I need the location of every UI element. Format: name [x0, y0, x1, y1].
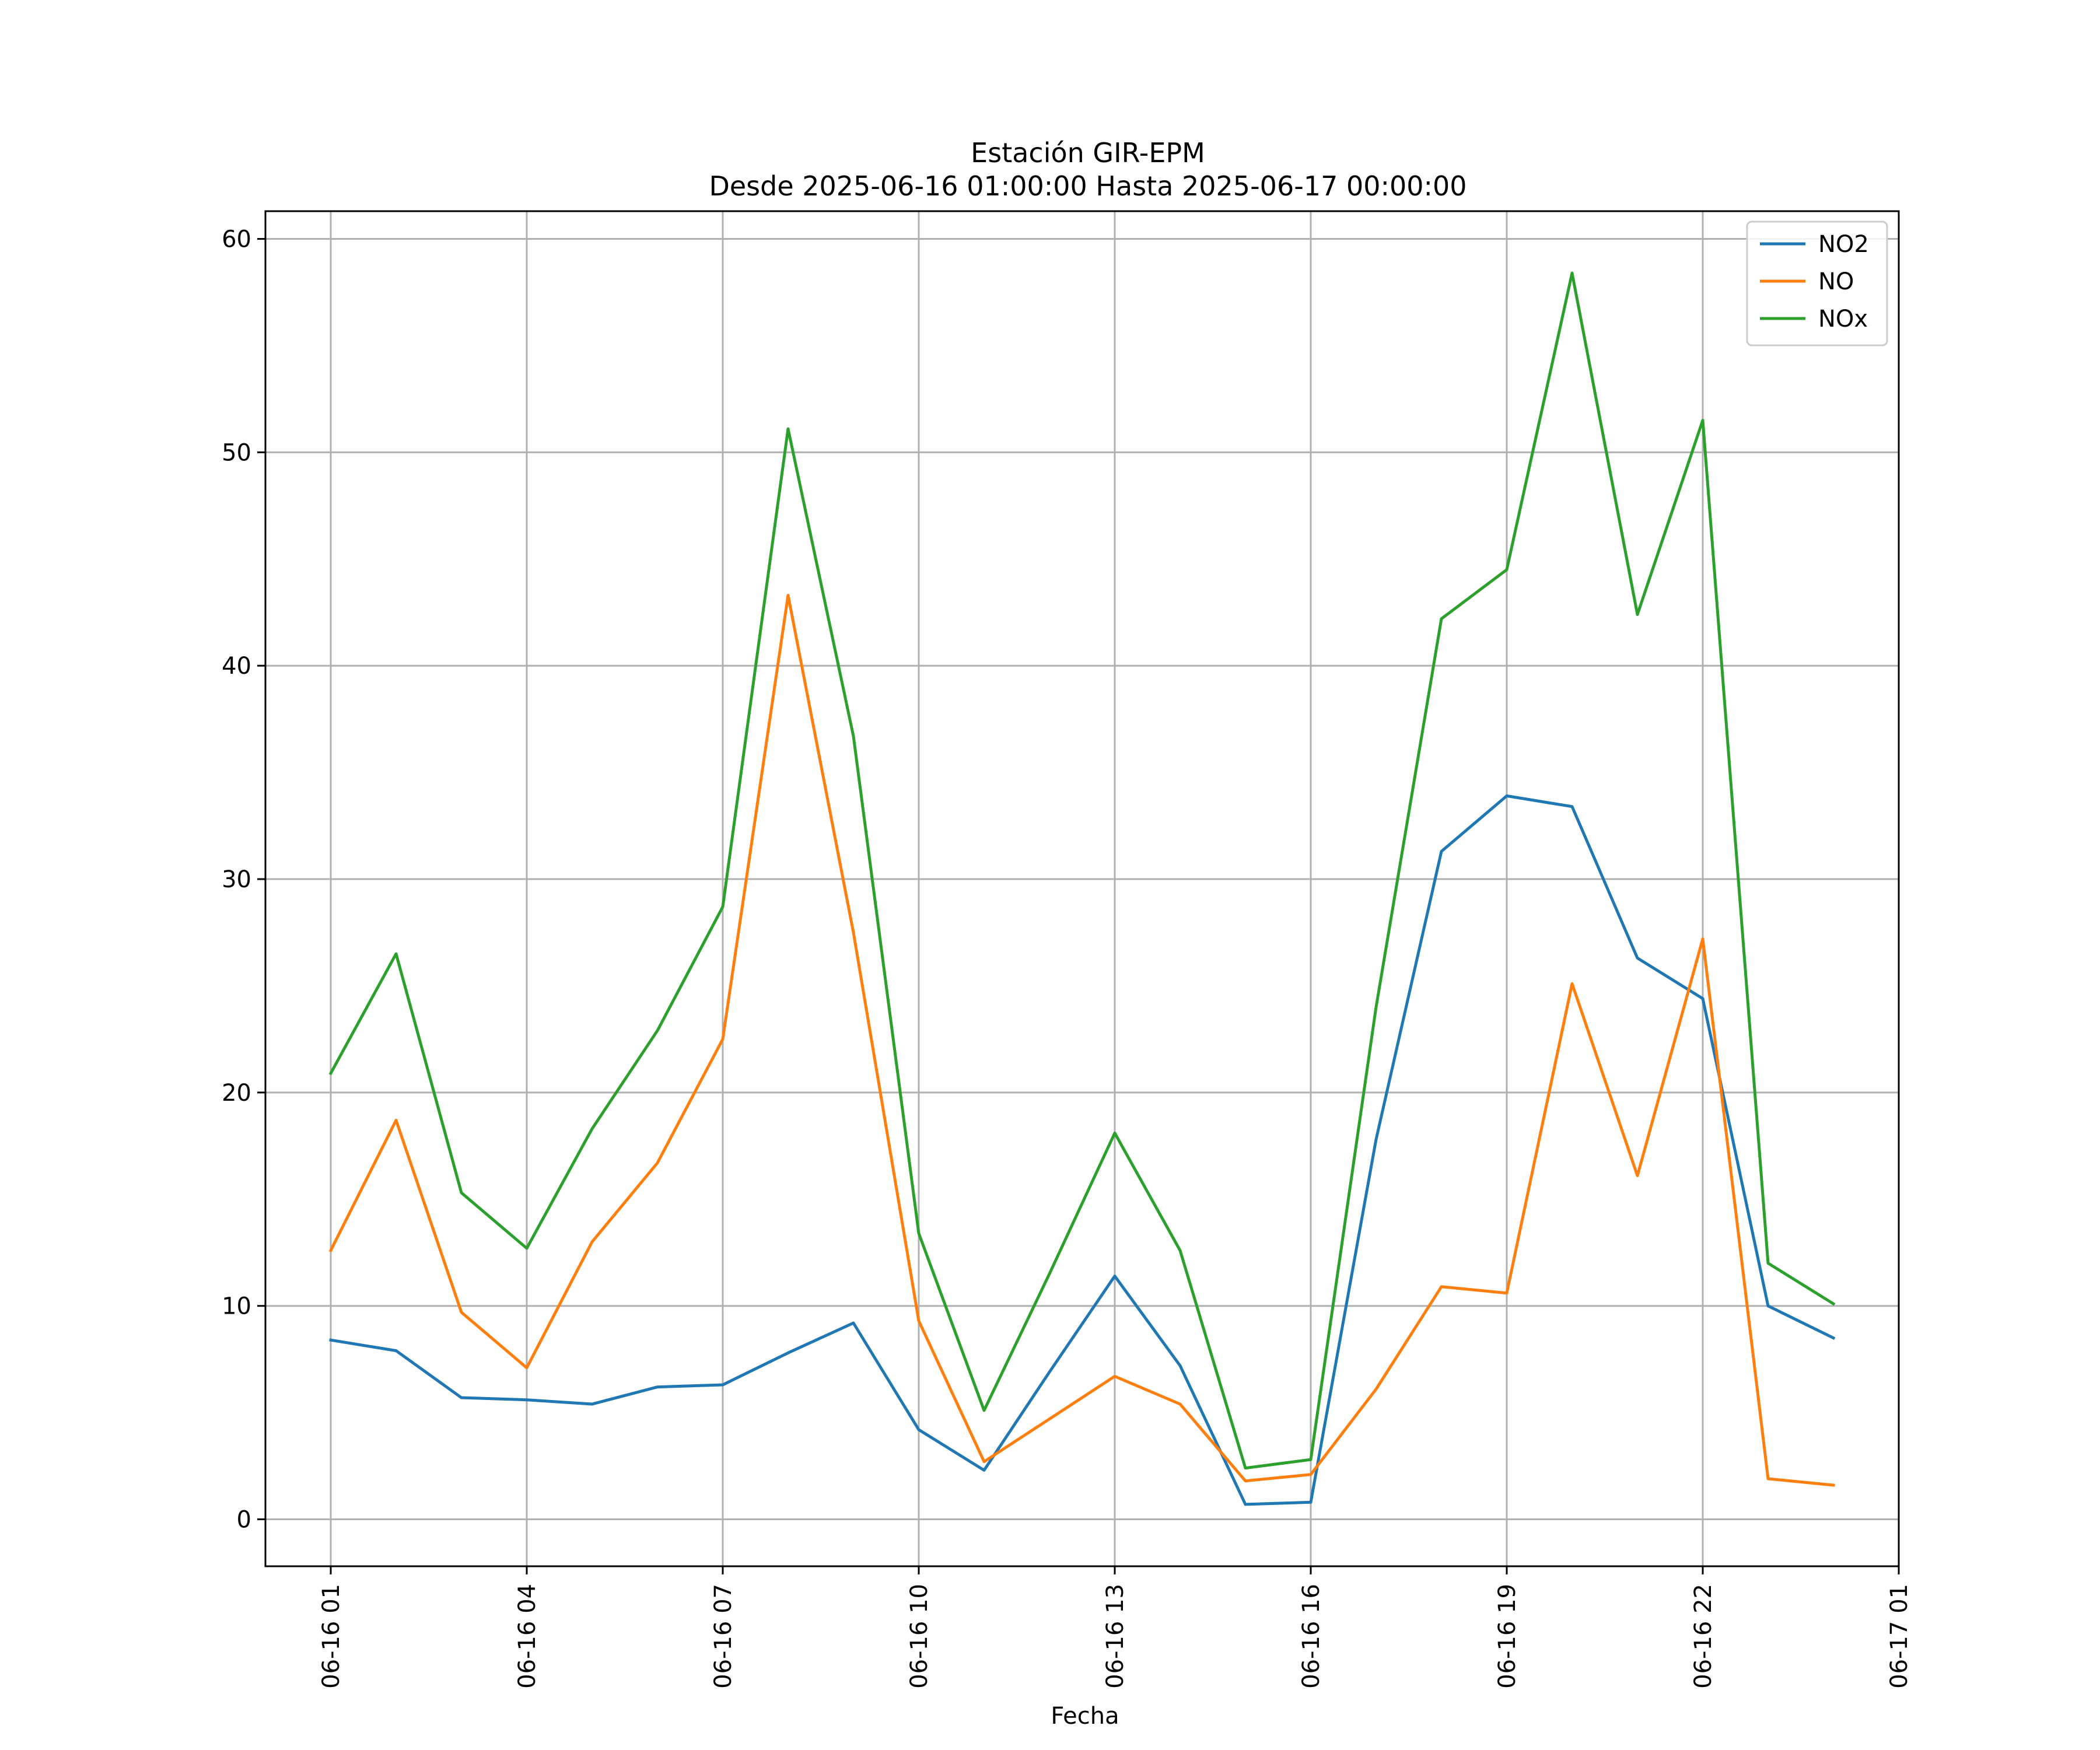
- x-tick-label: 06-17 01: [1886, 1584, 1913, 1689]
- y-tick-label: 0: [237, 1507, 251, 1534]
- legend-label: NO: [1818, 268, 1854, 295]
- legend-label: NOx: [1818, 306, 1868, 332]
- legend: NO2 NO NOx: [1746, 220, 1888, 346]
- series-line-nox: [328, 271, 1836, 1470]
- y-tick-label: 30: [222, 866, 251, 893]
- x-axis-label: Fecha: [1051, 1703, 1119, 1730]
- x-tick-label: 06-16 07: [710, 1584, 737, 1689]
- x-tick-label: 06-16 16: [1298, 1584, 1325, 1689]
- series-line-no2: [329, 794, 1836, 1506]
- axis-ticks: 0 10 20 30 40 50 60 06-16 01 06-16 04 06-16 07 06-…: [222, 226, 1913, 1689]
- chart-subtitle: Desde 2025-06-16 01:00:00 Hasta 2025-06-…: [709, 170, 1466, 202]
- y-tick-label: 50: [222, 439, 251, 466]
- x-tick-label: 06-16 10: [906, 1584, 933, 1689]
- grid: [265, 211, 1900, 1566]
- x-tick-label: 06-16 04: [514, 1584, 541, 1689]
- y-tick-label: 60: [222, 226, 251, 253]
- y-tick-label: 20: [222, 1080, 251, 1107]
- x-tick-label: 06-16 01: [318, 1584, 345, 1689]
- legend-label: NO2: [1818, 231, 1869, 258]
- x-tick-label: 06-16 13: [1102, 1584, 1129, 1689]
- series-lines: [328, 271, 1836, 1506]
- plot-area: [264, 210, 1900, 1567]
- chart-title: Estación GIR-EPM: [971, 137, 1205, 169]
- legend-box: [1746, 220, 1888, 346]
- series-line-no: [328, 594, 1835, 1487]
- y-tick-label: 10: [222, 1293, 251, 1320]
- y-tick-label: 40: [222, 653, 251, 680]
- x-tick-label: 06-16 19: [1494, 1584, 1521, 1689]
- x-tick-label: 06-16 22: [1690, 1584, 1717, 1689]
